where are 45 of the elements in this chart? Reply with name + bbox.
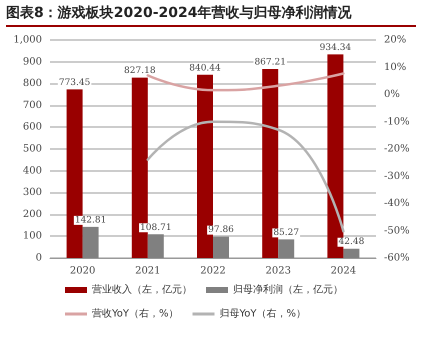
y2-tick-label: 20% xyxy=(384,34,406,46)
bar xyxy=(213,236,229,258)
y-tick-label: 1,000 xyxy=(13,34,42,46)
y-tick-label: 700 xyxy=(22,100,42,111)
x-tick-label: 2021 xyxy=(135,266,161,276)
legend-label: 归母YoY（右，%） xyxy=(220,308,306,320)
data-label: 934.34 xyxy=(320,42,352,53)
bar xyxy=(278,239,294,258)
x-tick-label: 2023 xyxy=(265,266,291,276)
bar xyxy=(148,234,164,258)
bar xyxy=(82,226,99,258)
data-label: 42.48 xyxy=(338,237,365,248)
data-label: 85.27 xyxy=(273,228,300,238)
x-tick-label: 2022 xyxy=(200,266,226,276)
data-label: 108.71 xyxy=(140,222,172,233)
chart-title: 图表8：游戏板块2020-2024年营收与归母净利润情况 xyxy=(6,4,416,27)
y2-tick-label: -20% xyxy=(384,144,410,154)
x-tick-label: 2024 xyxy=(330,266,356,276)
y-tick-label: 0 xyxy=(36,252,42,264)
data-label: 827.18 xyxy=(124,66,156,76)
y-tick-label: 300 xyxy=(22,187,42,198)
y-tick-label: 100 xyxy=(22,230,42,242)
legend-label: 营业收入（左，亿元） xyxy=(92,284,192,296)
y2-tick-label: -30% xyxy=(384,170,410,182)
y2-tick-label: -60% xyxy=(384,252,410,264)
y2-tick-label: 10% xyxy=(384,62,406,73)
y2-tick-label: -50% xyxy=(384,225,410,236)
x-tick-label: 2020 xyxy=(70,266,96,276)
data-label: 867.21 xyxy=(254,57,286,68)
y-tick-label: 800 xyxy=(22,78,42,90)
y-tick-label: 900 xyxy=(22,56,42,68)
legend-label: 营收YoY（右，%） xyxy=(92,308,179,320)
data-label: 142.81 xyxy=(74,215,106,226)
y-tick-label: 400 xyxy=(22,165,42,176)
data-label: 840.44 xyxy=(189,63,222,74)
legend-label: 归母净利润（左，亿元） xyxy=(233,284,343,296)
y-tick-label: 500 xyxy=(22,144,42,154)
y2-tick-label: -40% xyxy=(384,198,410,209)
data-label: 97.86 xyxy=(208,225,234,236)
bar xyxy=(343,248,360,258)
y2-tick-label: -10% xyxy=(384,116,410,128)
y-tick-label: 600 xyxy=(22,122,42,133)
y-tick-label: 200 xyxy=(22,208,42,220)
y2-tick-label: 0% xyxy=(384,89,400,100)
data-label: 773.45 xyxy=(58,78,91,88)
